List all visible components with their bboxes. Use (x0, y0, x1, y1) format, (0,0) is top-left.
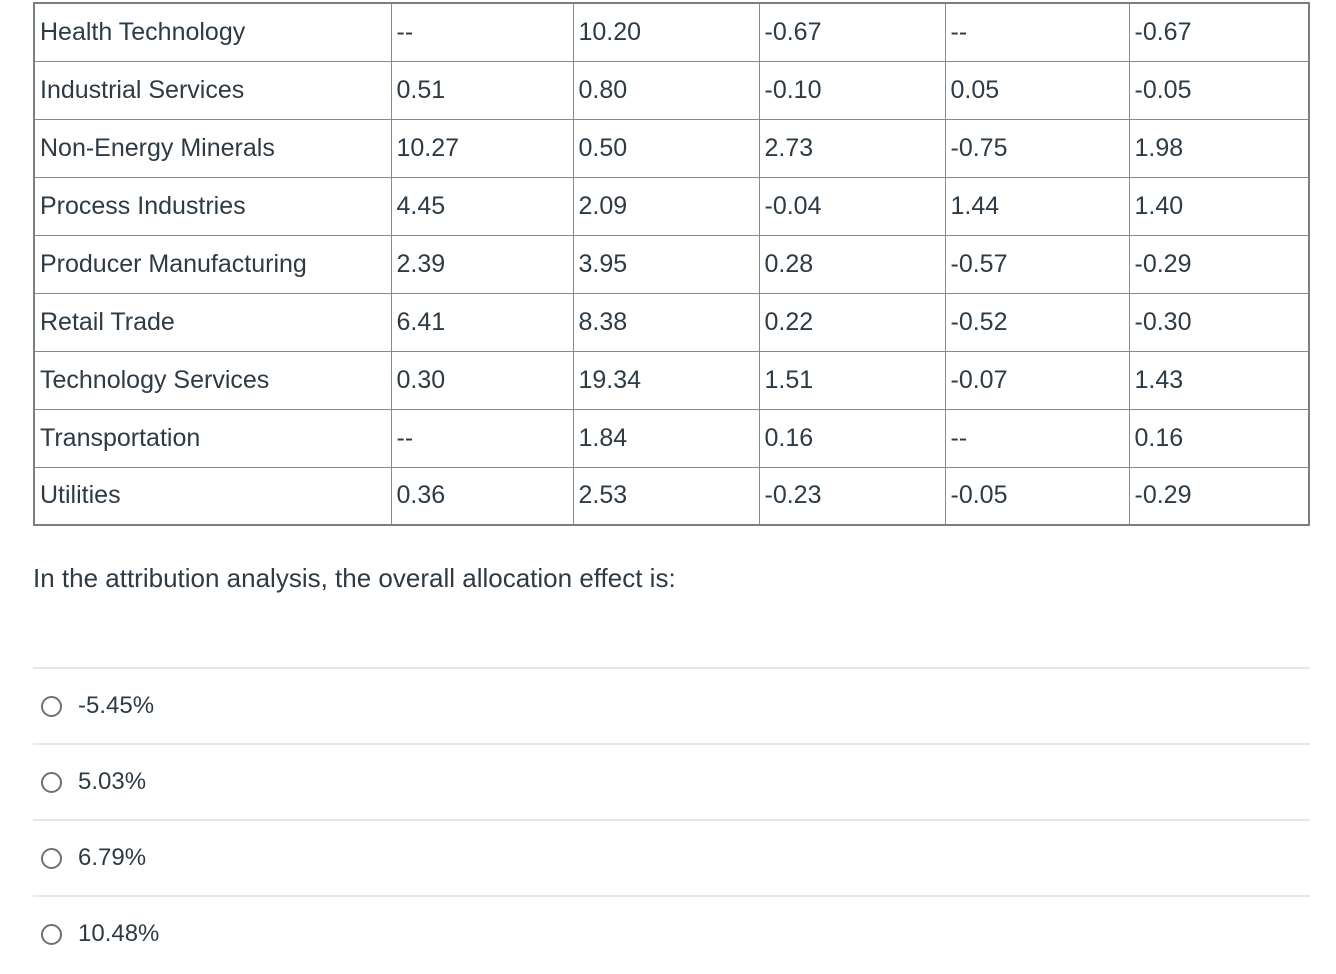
option-label: 6.79% (78, 844, 147, 871)
radio-button[interactable] (41, 847, 62, 869)
value-cell: -0.07 (944, 350, 1130, 410)
value-cell: -- (390, 2, 574, 62)
answer-options: -5.45% 5.03% 6.79% 10.48% (33, 667, 1310, 971)
value-cell: 1.44 (944, 176, 1130, 236)
sector-cell: Transportation (33, 408, 392, 468)
table-row: Industrial Services 0.51 0.80 -0.10 0.05 -0… (33, 60, 1310, 120)
table-row: Transportation -- 1.84 0.16 -- 0.16 (33, 408, 1310, 468)
sector-cell: Health Technology (33, 2, 392, 62)
value-cell: 2.53 (572, 466, 760, 526)
table-row: Utilities 0.36 2.53 -0.23 -0.05 -0.29 (33, 466, 1310, 526)
value-cell: 0.80 (572, 60, 760, 120)
table-row: Technology Services 0.30 19.34 1.51 -0.07 1… (33, 350, 1310, 410)
value-cell: 0.16 (758, 408, 946, 468)
value-cell: 3.95 (572, 234, 760, 294)
answer-option[interactable]: 10.48% (33, 895, 1310, 971)
sector-cell: Industrial Services (33, 60, 392, 120)
value-cell: 1.40 (1128, 176, 1310, 236)
answer-option[interactable]: -5.45% (33, 667, 1310, 743)
value-cell: -0.67 (758, 2, 946, 62)
table-row: Producer Manufacturing 2.39 3.95 0.28 -0.5… (33, 234, 1310, 294)
sector-cell: Technology Services (33, 350, 392, 410)
sector-cell: Producer Manufacturing (33, 234, 392, 294)
value-cell: 6.41 (390, 292, 574, 352)
value-cell: 0.16 (1128, 408, 1310, 468)
sector-cell: Utilities (33, 466, 392, 526)
table-row: Process Industries 4.45 2.09 -0.04 1.44 1.4… (33, 176, 1310, 236)
table-row: Retail Trade 6.41 8.38 0.22 -0.52 -0.30 (33, 292, 1310, 352)
value-cell: 2.39 (390, 234, 574, 294)
value-cell: 0.05 (944, 60, 1130, 120)
value-cell: 0.30 (390, 350, 574, 410)
option-label: 5.03% (78, 768, 147, 795)
value-cell: -0.52 (944, 292, 1130, 352)
value-cell: 10.27 (390, 118, 574, 178)
value-cell: -- (944, 2, 1130, 62)
value-cell: -0.67 (1128, 2, 1310, 62)
value-cell: 1.43 (1128, 350, 1310, 410)
answer-option[interactable]: 5.03% (33, 743, 1310, 819)
value-cell: -0.10 (758, 60, 946, 120)
value-cell: -0.57 (944, 234, 1130, 294)
value-cell: -0.23 (758, 466, 946, 526)
attribution-table-body: Health Technology -- 10.20 -0.67 -- -0.67 I… (33, 2, 1310, 526)
value-cell: -- (944, 408, 1130, 468)
value-cell: -0.29 (1128, 234, 1310, 294)
value-cell: -0.30 (1128, 292, 1310, 352)
value-cell: -- (390, 408, 574, 468)
value-cell: 2.73 (758, 118, 946, 178)
value-cell: 1.98 (1128, 118, 1310, 178)
radio-button[interactable] (41, 695, 62, 717)
value-cell: -0.05 (1128, 60, 1310, 120)
value-cell: -0.04 (758, 176, 946, 236)
value-cell: 10.20 (572, 2, 760, 62)
value-cell: 1.84 (572, 408, 760, 468)
sector-cell: Retail Trade (33, 292, 392, 352)
value-cell: -0.05 (944, 466, 1130, 526)
radio-button[interactable] (41, 923, 62, 945)
radio-button[interactable] (41, 771, 62, 793)
question-text: In the attribution analysis, the overall… (33, 563, 676, 593)
option-label: 10.48% (78, 920, 160, 947)
value-cell: 1.51 (758, 350, 946, 410)
value-cell: 8.38 (572, 292, 760, 352)
value-cell: -0.75 (944, 118, 1130, 178)
value-cell: 2.09 (572, 176, 760, 236)
value-cell: 19.34 (572, 350, 760, 410)
sector-cell: Process Industries (33, 176, 392, 236)
answer-option[interactable]: 6.79% (33, 819, 1310, 895)
value-cell: 0.36 (390, 466, 574, 526)
table-row: Non-Energy Minerals 10.27 0.50 2.73 -0.75 1… (33, 118, 1310, 178)
value-cell: 0.28 (758, 234, 946, 294)
value-cell: 0.50 (572, 118, 760, 178)
table-row: Health Technology -- 10.20 -0.67 -- -0.67 (33, 2, 1310, 62)
value-cell: 4.45 (390, 176, 574, 236)
value-cell: 0.51 (390, 60, 574, 120)
value-cell: -0.29 (1128, 466, 1310, 526)
option-label: -5.45% (78, 692, 155, 719)
value-cell: 0.22 (758, 292, 946, 352)
attribution-table: Health Technology -- 10.20 -0.67 -- -0.67 I… (33, 2, 1310, 526)
sector-cell: Non-Energy Minerals (33, 118, 392, 178)
